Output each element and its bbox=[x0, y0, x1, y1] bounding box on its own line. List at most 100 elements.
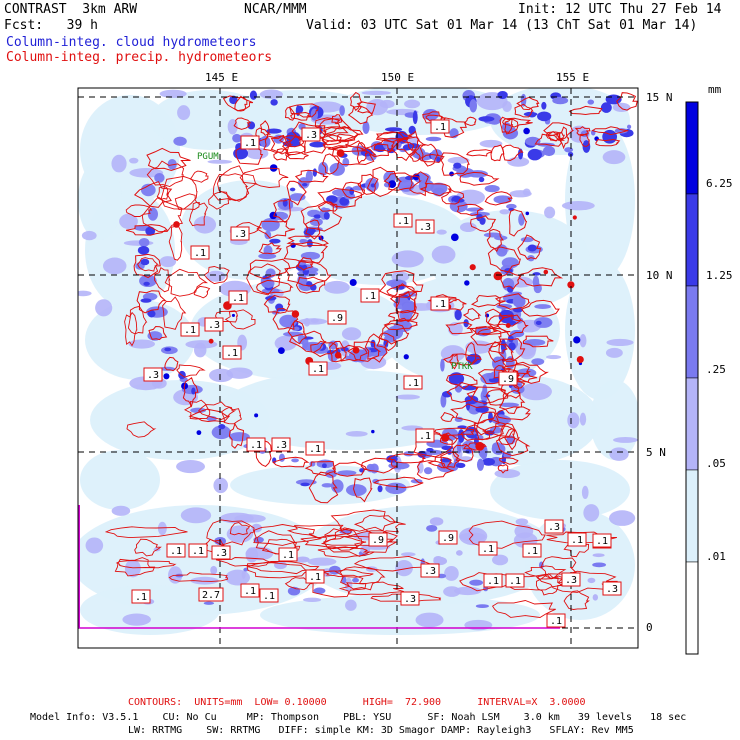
contour-label: .9 bbox=[331, 313, 343, 324]
colorbar-level-.05: .05 bbox=[706, 457, 726, 470]
lat-label-15: 15 N bbox=[646, 91, 673, 104]
contour-label: .3 bbox=[147, 370, 159, 381]
colorbar-unit: mm bbox=[708, 83, 722, 96]
org-title: NCAR/MMM bbox=[244, 2, 307, 17]
contour-label: .3 bbox=[548, 522, 560, 533]
contour-label: .1 bbox=[192, 546, 204, 557]
contour-label-box bbox=[230, 226, 250, 241]
contour-label-box bbox=[228, 290, 248, 305]
contour-labels: .1 .3 .1 .3 .1 .1 .3 .1 .1 .9 .1 .1 .3 .1 .1 .1 .3 .9 .1 .3… bbox=[131, 119, 622, 628]
contour-label: 2.7 bbox=[202, 590, 220, 601]
contour-label: .1 bbox=[364, 291, 376, 302]
contour-label: .1 bbox=[170, 546, 182, 557]
contour-label-box bbox=[592, 533, 612, 548]
contour-label-box bbox=[308, 361, 328, 376]
colorbar-level-.25: .25 bbox=[706, 363, 726, 376]
contour-label-box bbox=[505, 573, 525, 588]
contour-label-box bbox=[393, 213, 413, 228]
contour-label: .1 bbox=[407, 378, 419, 389]
contour-label-box bbox=[430, 296, 450, 311]
contour-label: .1 bbox=[312, 364, 324, 375]
contour-label-box bbox=[240, 135, 260, 150]
contour-label-box bbox=[438, 530, 458, 545]
contour-label: .9 bbox=[502, 374, 514, 385]
contour-label: .3 bbox=[275, 440, 287, 451]
contour-label: .1 bbox=[250, 440, 262, 451]
colorbar-segment bbox=[685, 561, 699, 655]
contour-label: .1 bbox=[482, 544, 494, 555]
contour-label: .1 bbox=[309, 572, 321, 583]
contour-label-box bbox=[204, 317, 224, 332]
contour-label-box bbox=[259, 588, 279, 603]
contour-label-box bbox=[360, 288, 380, 303]
contour-label: .1 bbox=[184, 325, 196, 336]
contour-label-box bbox=[420, 563, 440, 578]
contour-label-box bbox=[271, 437, 291, 452]
contour-label: .3 bbox=[208, 320, 220, 331]
colorbar bbox=[685, 101, 699, 655]
colorbar-level-.01: .01 bbox=[706, 550, 726, 563]
model-title: CONTRAST 3km ARW bbox=[4, 2, 138, 17]
contour-label-box bbox=[546, 613, 566, 628]
contour-label-box bbox=[522, 543, 542, 558]
contour-label-box bbox=[498, 371, 518, 386]
contour-label: .1 bbox=[232, 293, 244, 304]
contour-label-box bbox=[305, 569, 325, 584]
contour-label-box bbox=[240, 583, 260, 598]
contour-label-box bbox=[211, 545, 231, 560]
station-ptkk: PTKK bbox=[451, 362, 473, 372]
contour-label-box bbox=[301, 127, 321, 142]
contour-label: .1 bbox=[244, 586, 256, 597]
contour-label: .3 bbox=[606, 584, 618, 595]
field-precip-label: Column-integ. precip. hydrometeors bbox=[6, 50, 273, 65]
contour-label: .1 bbox=[263, 591, 275, 602]
lat-lon-grid bbox=[78, 88, 638, 648]
contour-label: .1 bbox=[571, 535, 583, 546]
contour-label: .1 bbox=[194, 248, 206, 259]
contour-label: .1 bbox=[526, 546, 538, 557]
init-time: Init: 12 UTC Thu 27 Feb 14 bbox=[518, 2, 722, 17]
lon-label-155: 155 E bbox=[556, 71, 590, 84]
contour-label-box bbox=[190, 245, 210, 260]
contour-label: .1 bbox=[244, 138, 256, 149]
contour-label-box bbox=[415, 219, 435, 234]
valid-time: Valid: 03 UTC Sat 01 Mar 14 (13 ChT Sat … bbox=[306, 18, 698, 33]
contour-label-box bbox=[567, 532, 587, 547]
lat-label-0: 0 bbox=[646, 621, 653, 634]
contour-label-box bbox=[602, 581, 622, 596]
contour-label-box bbox=[400, 591, 420, 606]
contour-label-box bbox=[430, 119, 450, 134]
colorbar-segment bbox=[685, 285, 699, 379]
contour-label: .9 bbox=[442, 533, 454, 544]
contour-label-box bbox=[143, 367, 163, 382]
colorbar-level-6.25: 6.25 bbox=[706, 177, 733, 190]
contour-label-box bbox=[166, 543, 186, 558]
contour-label: .1 bbox=[397, 216, 409, 227]
contour-label: .1 bbox=[434, 122, 446, 133]
contour-label-box bbox=[561, 572, 581, 587]
contour-label-box bbox=[327, 310, 347, 325]
contour-label-box bbox=[131, 589, 151, 604]
contour-label: .1 bbox=[550, 616, 562, 627]
contour-label-box bbox=[368, 532, 388, 547]
contour-label: .9 bbox=[372, 535, 384, 546]
contour-label: .3 bbox=[404, 594, 416, 605]
contours-info: CONTOURS: UNITS=mm LOW= 0.10000 HIGH= 72… bbox=[128, 697, 586, 708]
contour-label: .1 bbox=[509, 576, 521, 587]
contour-label-box bbox=[198, 587, 224, 602]
field-cloud-label: Column-integ. cloud hydrometeors bbox=[6, 35, 257, 50]
colorbar-level-1.25: 1.25 bbox=[706, 269, 733, 282]
contour-label-box bbox=[544, 519, 564, 534]
contour-label: .1 bbox=[309, 444, 321, 455]
contour-label: .1 bbox=[434, 299, 446, 310]
colorbar-segment bbox=[685, 193, 699, 287]
contour-label: .1 bbox=[419, 431, 431, 442]
contour-label-box bbox=[478, 541, 498, 556]
contour-label: .1 bbox=[282, 550, 294, 561]
contour-label-box bbox=[246, 437, 266, 452]
contour-label-box bbox=[305, 441, 325, 456]
contour-label-box bbox=[403, 375, 423, 390]
forecast-hour: Fcst: 39 h bbox=[4, 18, 98, 33]
contour-label: .1 bbox=[226, 348, 238, 359]
